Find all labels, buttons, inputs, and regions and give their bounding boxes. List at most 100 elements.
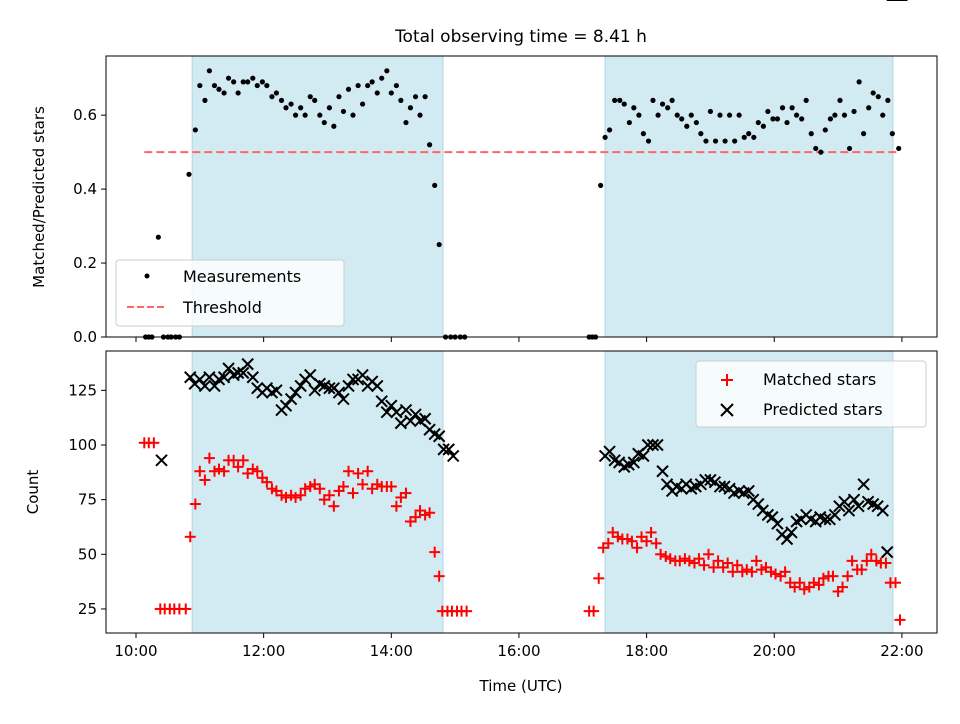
predicted-star-point	[881, 545, 894, 559]
measurement-point	[612, 97, 618, 103]
measurement-point	[665, 105, 671, 111]
matched-star-point	[203, 452, 215, 464]
top-ytick-label: 0.0	[73, 328, 97, 346]
predicted-star-point	[852, 500, 865, 513]
matched-star-point	[731, 559, 743, 571]
measurement-point	[636, 112, 642, 118]
measurement-point	[345, 86, 352, 92]
top-ytick-label: 0.6	[73, 106, 97, 124]
predicted-star-point	[342, 379, 355, 393]
measurement-point	[422, 94, 428, 100]
predicted-star-point	[876, 504, 889, 517]
predicted-star-point	[766, 510, 779, 524]
measurement-point	[602, 134, 608, 140]
matched-star-point	[295, 489, 307, 501]
measurement-point	[885, 97, 891, 103]
measurement-point	[298, 105, 304, 111]
predicted-star-point	[627, 456, 641, 469]
measurement-point	[426, 142, 433, 148]
matched-star-point	[837, 581, 849, 593]
bottom-xtick-label: 14:00	[370, 642, 413, 660]
bottom-legend-box	[695, 360, 927, 428]
matched-star-point	[184, 531, 196, 543]
matched-star-point	[856, 564, 868, 576]
measurement-point	[365, 82, 371, 89]
measurement-point	[407, 105, 414, 111]
predicted-star-point	[828, 508, 842, 522]
predicted-star-point	[752, 497, 765, 511]
matched-star-point	[650, 537, 662, 549]
measurement-point	[698, 131, 704, 137]
predicted-star-point	[346, 373, 360, 386]
predicted-star-point	[155, 454, 168, 467]
top-axes-frame	[105, 55, 938, 338]
bottom-legend: Matched stars Predicted stars	[695, 360, 927, 428]
measurement-point	[870, 90, 876, 96]
measurement-point	[722, 138, 728, 144]
predicted-star-point	[651, 438, 664, 452]
measurement-point	[307, 94, 313, 100]
matched-star-point	[865, 548, 877, 560]
measurement-point	[312, 97, 318, 103]
measurement-point	[369, 79, 375, 85]
predicted-star-point	[399, 403, 413, 417]
predicted-star-point	[390, 406, 403, 419]
matched-star-point	[813, 579, 825, 591]
top-ylabel: Matched/Predicted stars	[30, 106, 48, 288]
measurement-point	[336, 94, 342, 100]
top-ytick-label: 0.4	[73, 180, 97, 198]
matched-star-point	[880, 557, 892, 569]
bottom-ytick-label: 50	[78, 545, 97, 563]
matched-star-point	[189, 498, 201, 510]
measurement-point	[206, 68, 212, 74]
legend-predicted-marker	[720, 403, 734, 417]
matched-star-point	[827, 570, 839, 582]
predicted-star-point	[294, 379, 307, 393]
matched-star-point	[280, 491, 292, 503]
bottom-ytick-label: 75	[78, 491, 97, 509]
matched-star-point	[808, 577, 820, 589]
legend-predicted-label: Predicted stars	[763, 400, 883, 419]
bottom-xlabel: Time (UTC)	[479, 677, 563, 695]
matched-star-point	[385, 481, 397, 493]
measurement-point	[793, 112, 800, 118]
measurement-point	[789, 105, 795, 111]
predicted-star-point	[785, 526, 798, 539]
predicted-star-point	[404, 414, 417, 428]
matched-star-point	[400, 487, 412, 499]
measurement-point	[717, 112, 723, 118]
measurement-point	[799, 116, 805, 122]
matched-star-point	[461, 605, 473, 617]
measurement-point	[707, 108, 714, 115]
top-legend-box	[115, 259, 345, 327]
measurement-point	[896, 145, 902, 152]
matched-star-point	[433, 570, 445, 582]
matched-star-point	[727, 566, 739, 578]
predicted-star-point	[380, 406, 394, 419]
matched-star-point	[817, 572, 829, 584]
measurement-point	[746, 131, 752, 137]
matched-star-point	[664, 553, 676, 565]
bottom-xtick-label: 12:00	[242, 642, 285, 660]
measurement-point	[866, 105, 872, 111]
top-observing-interval	[605, 56, 893, 337]
matched-star-point	[588, 605, 600, 617]
matched-star-point	[708, 561, 720, 573]
predicted-star-point	[641, 438, 655, 452]
matched-star-point	[746, 566, 758, 578]
predicted-star-point	[847, 493, 861, 506]
predicted-star-point	[308, 384, 321, 397]
measurement-point	[880, 112, 886, 118]
matched-star-point	[712, 555, 724, 567]
measurement-point	[659, 101, 666, 107]
measurement-point	[302, 112, 308, 118]
measurement-point	[822, 127, 828, 133]
predicted-star-point	[842, 504, 856, 517]
bottom-panel: 25 50 75 100 125 10:00 12:00 14:00 16:00 18:00 20…	[24, 0, 938, 695]
bottom-xtick-label: 22:00	[880, 642, 923, 660]
matched-star-point	[703, 548, 715, 560]
measurement-point	[650, 97, 656, 103]
predicted-star-point	[432, 430, 446, 443]
measurement-point	[736, 112, 742, 118]
measurement-point	[186, 171, 192, 177]
